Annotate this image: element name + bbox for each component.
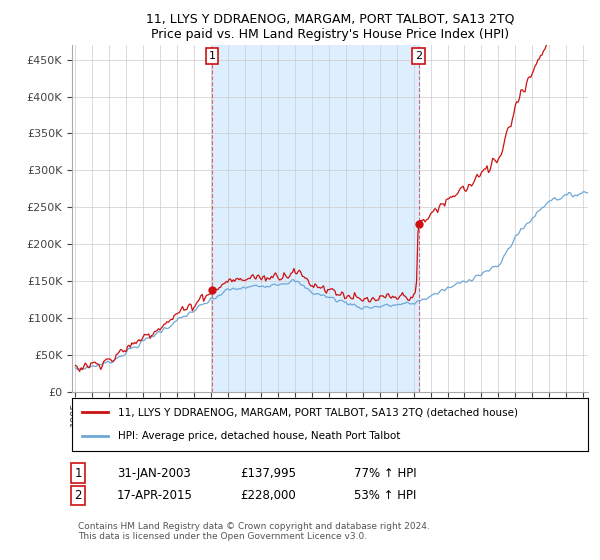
Bar xyxy=(212,45,419,392)
Text: 77% ↑ HPI: 77% ↑ HPI xyxy=(354,466,416,480)
Text: 1: 1 xyxy=(209,51,215,61)
Text: Contains HM Land Registry data © Crown copyright and database right 2024.
This d: Contains HM Land Registry data © Crown c… xyxy=(78,522,430,542)
Text: 11, LLYS Y DDRAENOG, MARGAM, PORT TALBOT, SA13 2TQ (detached house): 11, LLYS Y DDRAENOG, MARGAM, PORT TALBOT… xyxy=(118,408,518,418)
Text: £228,000: £228,000 xyxy=(240,489,296,502)
Text: 53% ↑ HPI: 53% ↑ HPI xyxy=(354,489,416,502)
Text: 2: 2 xyxy=(74,489,82,502)
Text: £137,995: £137,995 xyxy=(240,466,296,480)
Text: 17-APR-2015: 17-APR-2015 xyxy=(117,489,193,502)
Text: 2: 2 xyxy=(415,51,422,61)
Text: 1: 1 xyxy=(74,466,82,480)
Title: 11, LLYS Y DDRAENOG, MARGAM, PORT TALBOT, SA13 2TQ
Price paid vs. HM Land Regist: 11, LLYS Y DDRAENOG, MARGAM, PORT TALBOT… xyxy=(146,13,514,41)
Text: 31-JAN-2003: 31-JAN-2003 xyxy=(117,466,191,480)
Text: HPI: Average price, detached house, Neath Port Talbot: HPI: Average price, detached house, Neat… xyxy=(118,431,401,441)
